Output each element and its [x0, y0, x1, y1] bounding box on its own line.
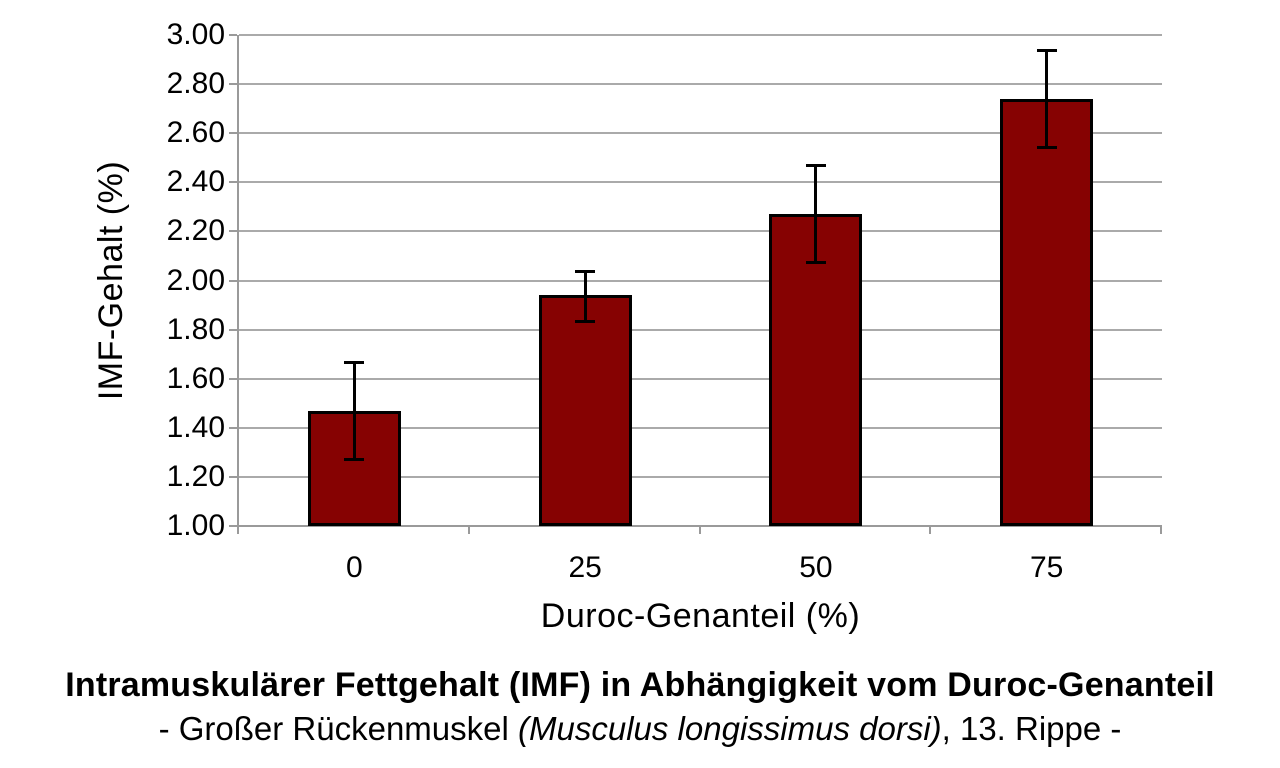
x-axis-tick-label: 75: [1029, 551, 1064, 584]
y-axis-tick: [229, 181, 237, 184]
caption-subtitle-prefix: - Großer Rückenmuskel: [158, 710, 519, 747]
caption-subtitle-latin-name: (Musculus longissimus dorsi): [518, 710, 942, 747]
x-axis-tick-labels: 0 25 50 75: [239, 551, 1162, 587]
y-axis-tick: [229, 426, 237, 429]
gridline: [239, 83, 1162, 86]
y-axis-tick-label: 2.00: [166, 263, 225, 297]
x-axis-tick: [237, 526, 239, 534]
y-axis-tick: [229, 525, 237, 527]
y-axis-tick: [229, 34, 237, 36]
plot-area: [229, 34, 1162, 534]
x-axis-tick: [698, 526, 701, 534]
caption-title: Intramuskulärer Fettgehalt (IMF) in Abhä…: [65, 666, 1215, 704]
y-axis-tick-label: 2.60: [166, 116, 225, 150]
y-axis-line: [237, 35, 239, 534]
y-axis-tick-label: 1.00: [166, 509, 225, 542]
error-bar: [814, 165, 818, 264]
gridline: [239, 475, 1162, 478]
gridline: [239, 230, 1162, 233]
y-axis-tick-label: 3.00: [166, 18, 225, 51]
gridline: [239, 328, 1162, 331]
y-axis-tick: [229, 83, 237, 86]
y-axis-tick: [229, 132, 237, 135]
bar: [769, 214, 863, 526]
error-bar-cap-bottom: [575, 320, 596, 324]
x-axis-tick: [1160, 526, 1162, 534]
x-axis-tick: [929, 526, 932, 534]
y-axis-tick: [229, 279, 237, 282]
gridline: [239, 181, 1162, 184]
bar: [1000, 98, 1094, 526]
error-bar-cap-bottom: [1036, 145, 1057, 149]
error-bar-cap-top: [575, 269, 596, 273]
gridline: [239, 132, 1162, 135]
y-axis-tick: [229, 475, 237, 478]
y-axis-tick-label: 2.40: [166, 165, 225, 199]
caption: Intramuskulärer Fettgehalt (IMF) in Abhä…: [0, 664, 1280, 749]
x-axis-tick-label: 50: [799, 551, 833, 584]
y-axis-tick-label: 1.60: [166, 361, 225, 395]
error-bar-cap-top: [805, 164, 826, 168]
gridline: [239, 34, 1162, 36]
y-axis-tick-label: 1.80: [166, 312, 225, 346]
caption-subtitle-suffix: , 13. Rippe -: [941, 710, 1122, 747]
x-axis-tick-label: 0: [346, 551, 363, 584]
y-axis-tick-label: 2.80: [166, 67, 225, 101]
error-bar: [583, 270, 587, 323]
y-axis-tick-label: 2.20: [166, 214, 225, 248]
y-axis-tick-label: 1.20: [166, 459, 225, 493]
error-bar-cap-bottom: [344, 457, 365, 461]
gridline: [239, 279, 1162, 282]
error-bar-cap-top: [344, 360, 365, 364]
x-axis-tick: [467, 526, 470, 534]
error-bar-cap-top: [1036, 48, 1057, 52]
gridline: [239, 426, 1162, 429]
caption-subtitle: - Großer Rückenmuskel (Musculus longissi…: [0, 709, 1280, 749]
x-axis-title: Duroc-Genanteil (%): [540, 597, 861, 635]
gridline: [239, 377, 1162, 380]
error-bar-cap-bottom: [805, 261, 826, 265]
bar: [538, 295, 632, 526]
y-axis-tick: [229, 230, 237, 233]
x-axis-line: [239, 525, 1162, 527]
y-axis-tick-labels: 3.00 2.80 2.60 2.40 2.20 2.00 1.80 1.60 1.40 1.20…: [100, 18, 225, 542]
error-bar: [1045, 49, 1049, 148]
y-axis-tick-label: 1.40: [166, 410, 225, 444]
y-axis-tick: [229, 328, 237, 331]
error-bar: [352, 361, 356, 460]
y-axis-tick: [229, 377, 237, 380]
x-axis-tick-label: 25: [568, 551, 602, 584]
